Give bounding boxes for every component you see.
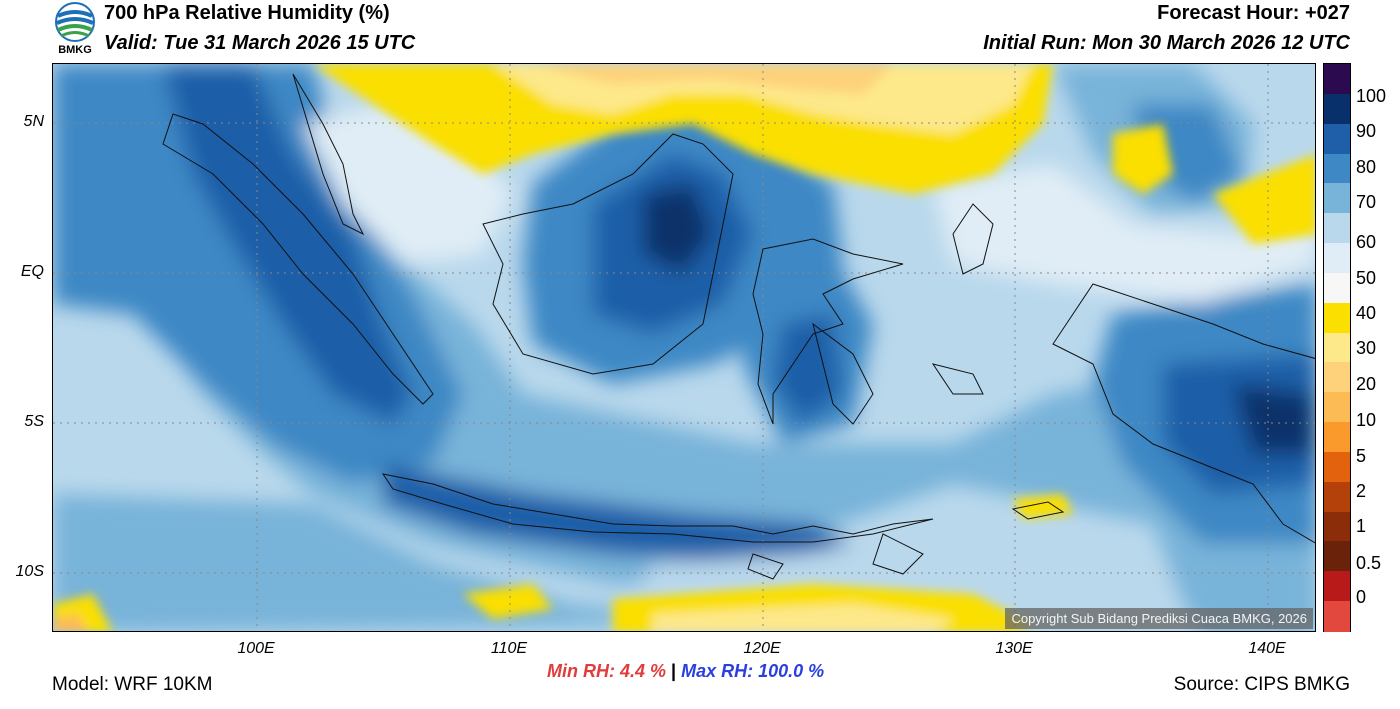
colorbar-segment: [1324, 362, 1350, 394]
copyright-notice: Copyright Sub Bidang Prediksi Cuaca BMKG…: [1005, 608, 1313, 629]
colorbar-segment: [1324, 332, 1350, 364]
colorbar-label: 1: [1356, 516, 1367, 536]
colorbar-label: 70: [1356, 192, 1377, 212]
colorbar-label: 40: [1356, 303, 1377, 323]
lat-label-eq: EQ: [20, 263, 44, 280]
rh-stats: Min RH: 4.4 % | Max RH: 100.0 %: [547, 661, 824, 682]
coastlines: [162, 73, 1315, 580]
colorbar-segment: [1324, 392, 1350, 424]
colorbar-label: 30: [1356, 338, 1377, 358]
lon-label-140e: 140E: [1248, 640, 1286, 657]
initial-run: Initial Run: Mon 30 March 2026 12 UTC: [983, 32, 1350, 54]
model-label: Model: WRF 10KM: [52, 674, 213, 695]
colorbar-label: 10: [1356, 410, 1377, 430]
lon-label-110e: 110E: [490, 640, 528, 657]
bmkg-logo: [50, 2, 100, 58]
colorbar-label: 50: [1356, 268, 1377, 288]
lon-label-100e: 100E: [237, 640, 275, 657]
colorbar-segment: [1324, 571, 1350, 603]
colorbar-segment: [1324, 541, 1350, 573]
map-title: 700 hPa Relative Humidity (%): [104, 2, 390, 24]
colorbar-segment: [1324, 64, 1350, 95]
colorbar-label: 2: [1356, 481, 1367, 501]
colorbar-segment: [1324, 272, 1350, 304]
colorbar-label: 0: [1356, 587, 1367, 607]
colorbar-label: 20: [1356, 374, 1377, 394]
colorbar-segment: [1324, 93, 1350, 125]
colorbar: [1323, 63, 1351, 632]
colorbar-segment: [1324, 481, 1350, 513]
colorbar-segment: [1324, 601, 1350, 632]
colorbar-segment: [1324, 153, 1350, 185]
max-rh: Max RH: 100.0 %: [681, 661, 825, 681]
colorbar-segment: [1324, 243, 1350, 274]
forecast-hour: Forecast Hour: +027: [1157, 2, 1350, 24]
colorbar-segment: [1324, 511, 1350, 543]
source-label: Source: CIPS BMKG: [1173, 674, 1350, 695]
bmkg-logo-icon: [55, 2, 95, 42]
colorbar-label: 0.5: [1356, 553, 1382, 573]
lat-label-5n: 5N: [23, 113, 44, 130]
colorbar-label: 60: [1356, 232, 1377, 252]
colorbar-segment: [1324, 451, 1350, 483]
colorbar-label: 90: [1356, 121, 1377, 141]
colorbar-segment: [1324, 183, 1350, 215]
stats-separator: |: [671, 661, 677, 681]
valid-time: Valid: Tue 31 March 2026 15 UTC: [104, 32, 416, 54]
lon-label-120e: 120E: [743, 640, 781, 657]
colorbar-segment: [1324, 422, 1350, 453]
graticule: [53, 64, 1315, 631]
logo-text: BMKG: [58, 44, 92, 56]
lat-label-5s: 5S: [24, 413, 44, 430]
humidity-field-svg: [53, 64, 1315, 631]
dry-areas: [53, 64, 1315, 631]
lat-label-10s: 10S: [15, 563, 44, 580]
colorbar-label: 5: [1356, 446, 1367, 466]
colorbar-segment: [1324, 123, 1350, 155]
humidity-map: Copyright Sub Bidang Prediksi Cuaca BMKG…: [52, 63, 1316, 632]
lon-label-130e: 130E: [995, 640, 1033, 657]
colorbar-segment: [1324, 213, 1350, 245]
colorbar-label: 100: [1356, 86, 1387, 106]
min-rh: Min RH: 4.4 %: [547, 661, 667, 681]
colorbar-label: 80: [1356, 157, 1377, 177]
colorbar-segment: [1324, 302, 1350, 334]
